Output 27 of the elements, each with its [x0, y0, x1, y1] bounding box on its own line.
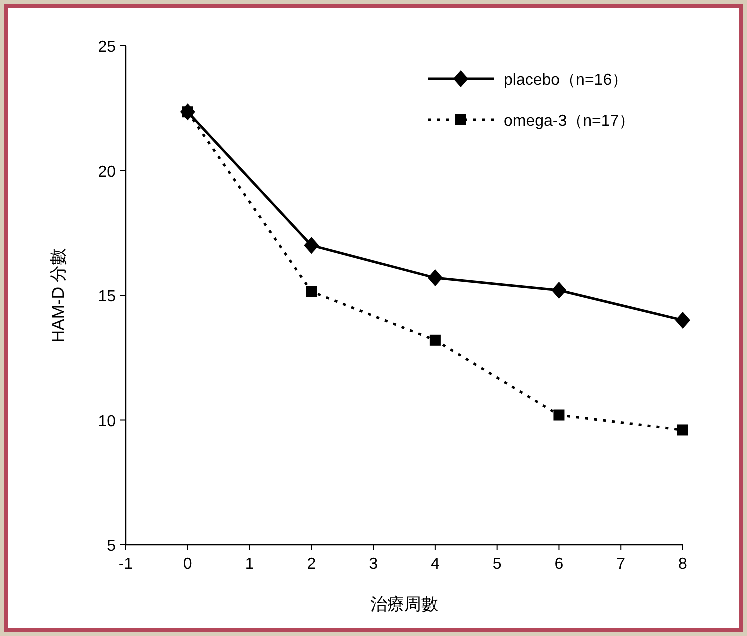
x-tick-label: 8 [678, 556, 688, 573]
y-tick-label: 5 [107, 538, 116, 555]
point [552, 282, 567, 300]
legend-label: omega-3（n=17） [504, 113, 636, 130]
y-tick-label: 20 [98, 164, 116, 181]
x-tick-label: 2 [307, 556, 316, 573]
y-axis-title: HAM-D 分數 [49, 248, 68, 343]
point [678, 424, 688, 436]
y-tick-label: 10 [98, 413, 116, 430]
legend-label: placebo（n=16） [504, 72, 628, 89]
x-tick-label: 3 [369, 556, 378, 573]
y-tick-label: 25 [98, 39, 116, 56]
x-tick-label: 6 [554, 556, 564, 573]
point [306, 286, 318, 298]
point [676, 312, 690, 329]
x-axis-title: 治療周數 [370, 595, 438, 614]
x-tick-label: 4 [430, 556, 440, 573]
x-tick-label: 7 [616, 556, 626, 573]
point [554, 410, 565, 421]
x-tick-label: 1 [245, 556, 254, 573]
point [428, 270, 443, 287]
y-tick-label: 15 [98, 288, 116, 306]
x-tick-label: -1 [118, 556, 134, 573]
x-tick-label: 0 [183, 556, 192, 573]
point [304, 237, 320, 254]
point [430, 334, 441, 346]
x-tick-label: 5 [492, 556, 502, 573]
